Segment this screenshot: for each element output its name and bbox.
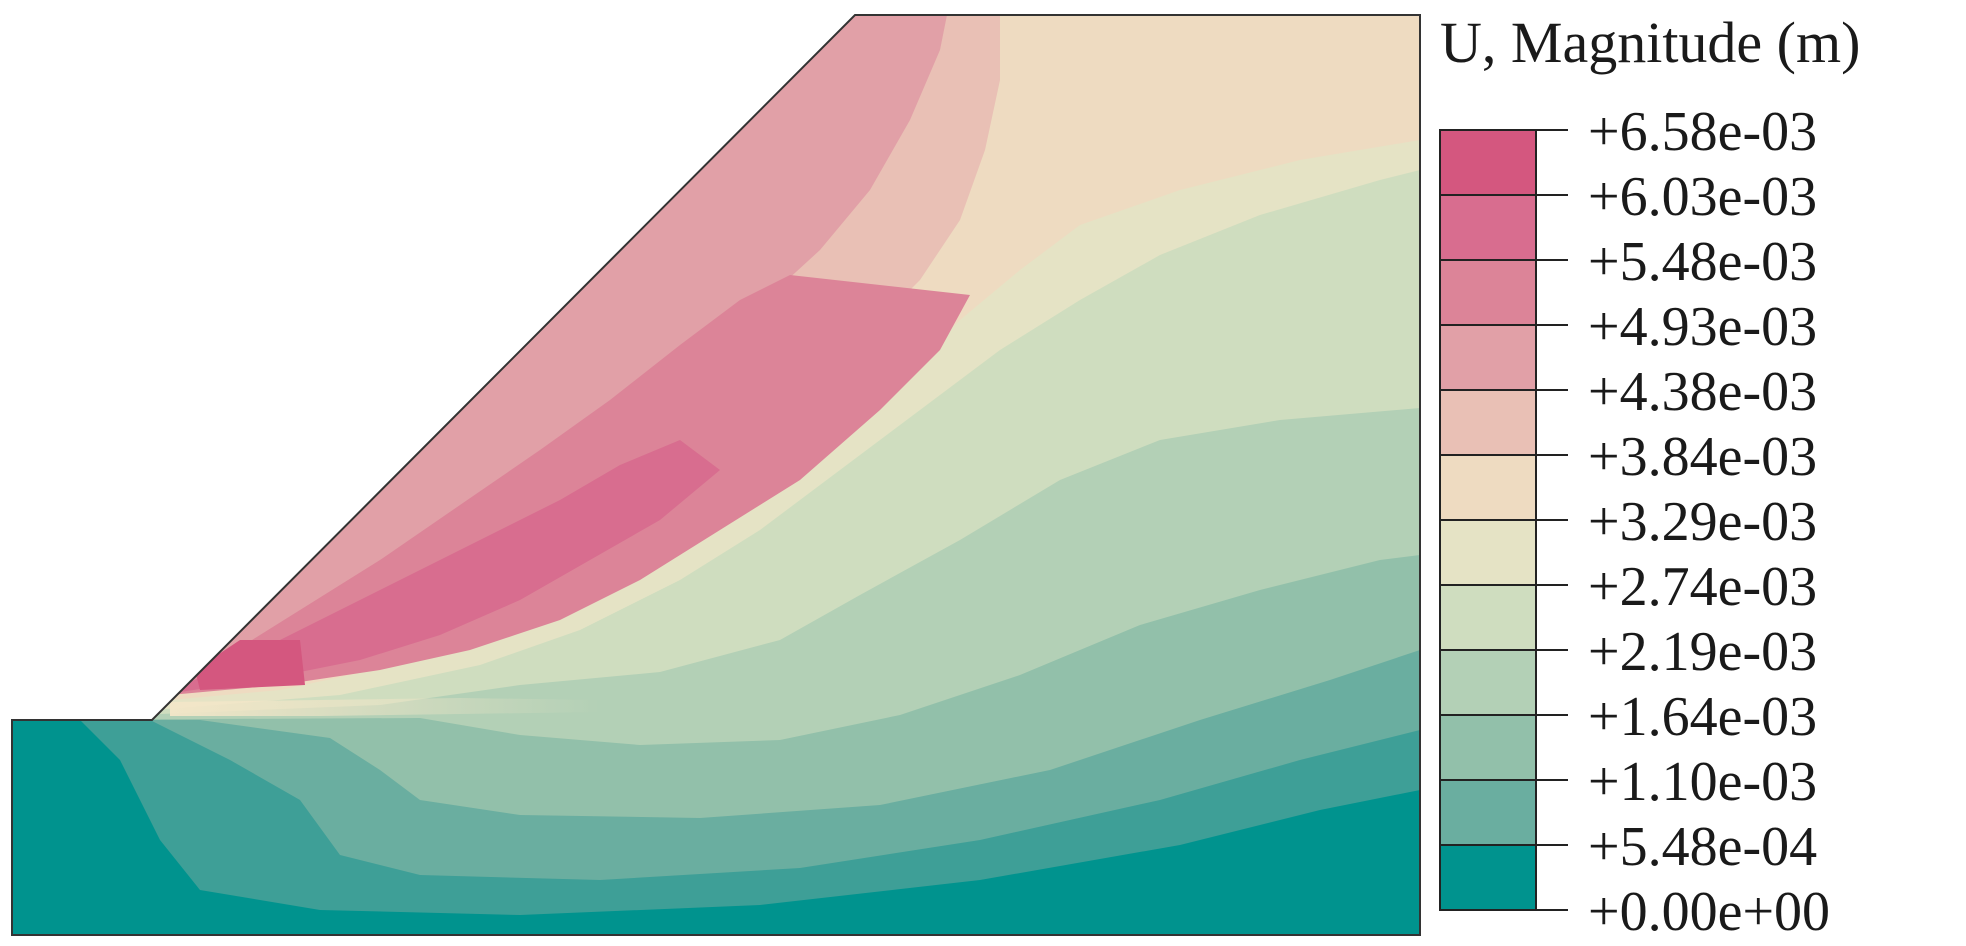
legend-swatch [1440, 585, 1536, 650]
legend-label: +4.93e-03 [1588, 296, 1817, 358]
legend-label: +3.29e-03 [1588, 491, 1817, 553]
legend-swatch [1440, 130, 1536, 195]
band-10 [150, 275, 970, 700]
legend-swatch [1440, 455, 1536, 520]
legend-swatch [1440, 845, 1536, 910]
legend-title: U, Magnitude (m) [1440, 10, 1860, 75]
legend-label: +5.48e-03 [1588, 231, 1817, 293]
legend-label: +3.84e-03 [1588, 426, 1817, 488]
legend-label: +0.00e+00 [1588, 881, 1830, 943]
crest-highlight [170, 698, 600, 716]
legend-label: +6.03e-03 [1588, 166, 1817, 228]
legend-labels: +6.58e-03+6.03e-03+5.48e-03+4.93e-03+4.3… [1588, 101, 1830, 943]
slope-outline [11, 14, 1421, 936]
legend-label: +2.74e-03 [1588, 556, 1817, 618]
legend-color-bar [1439, 129, 1568, 911]
legend-swatch [1440, 520, 1536, 585]
legend-swatch [1440, 715, 1536, 780]
legend-swatch [1440, 650, 1536, 715]
legend-swatch [1440, 260, 1536, 325]
legend-swatch [1440, 195, 1536, 260]
legend-swatch [1440, 325, 1536, 390]
legend-label: +6.58e-03 [1588, 101, 1817, 163]
legend-label: +5.48e-04 [1588, 816, 1817, 878]
legend-label: +1.64e-03 [1588, 686, 1817, 748]
legend-label: +4.38e-03 [1588, 361, 1817, 423]
legend-swatch [1440, 780, 1536, 845]
legend: U, Magnitude (m) +6.58e-03+6.03e-03+5.48… [1439, 10, 1860, 943]
band-11 [160, 440, 720, 695]
slope-contour-plot [12, 15, 1420, 935]
legend-label: +1.10e-03 [1588, 751, 1817, 813]
legend-label: +2.19e-03 [1588, 621, 1817, 683]
legend-swatch [1440, 390, 1536, 455]
band-12 [195, 640, 305, 690]
